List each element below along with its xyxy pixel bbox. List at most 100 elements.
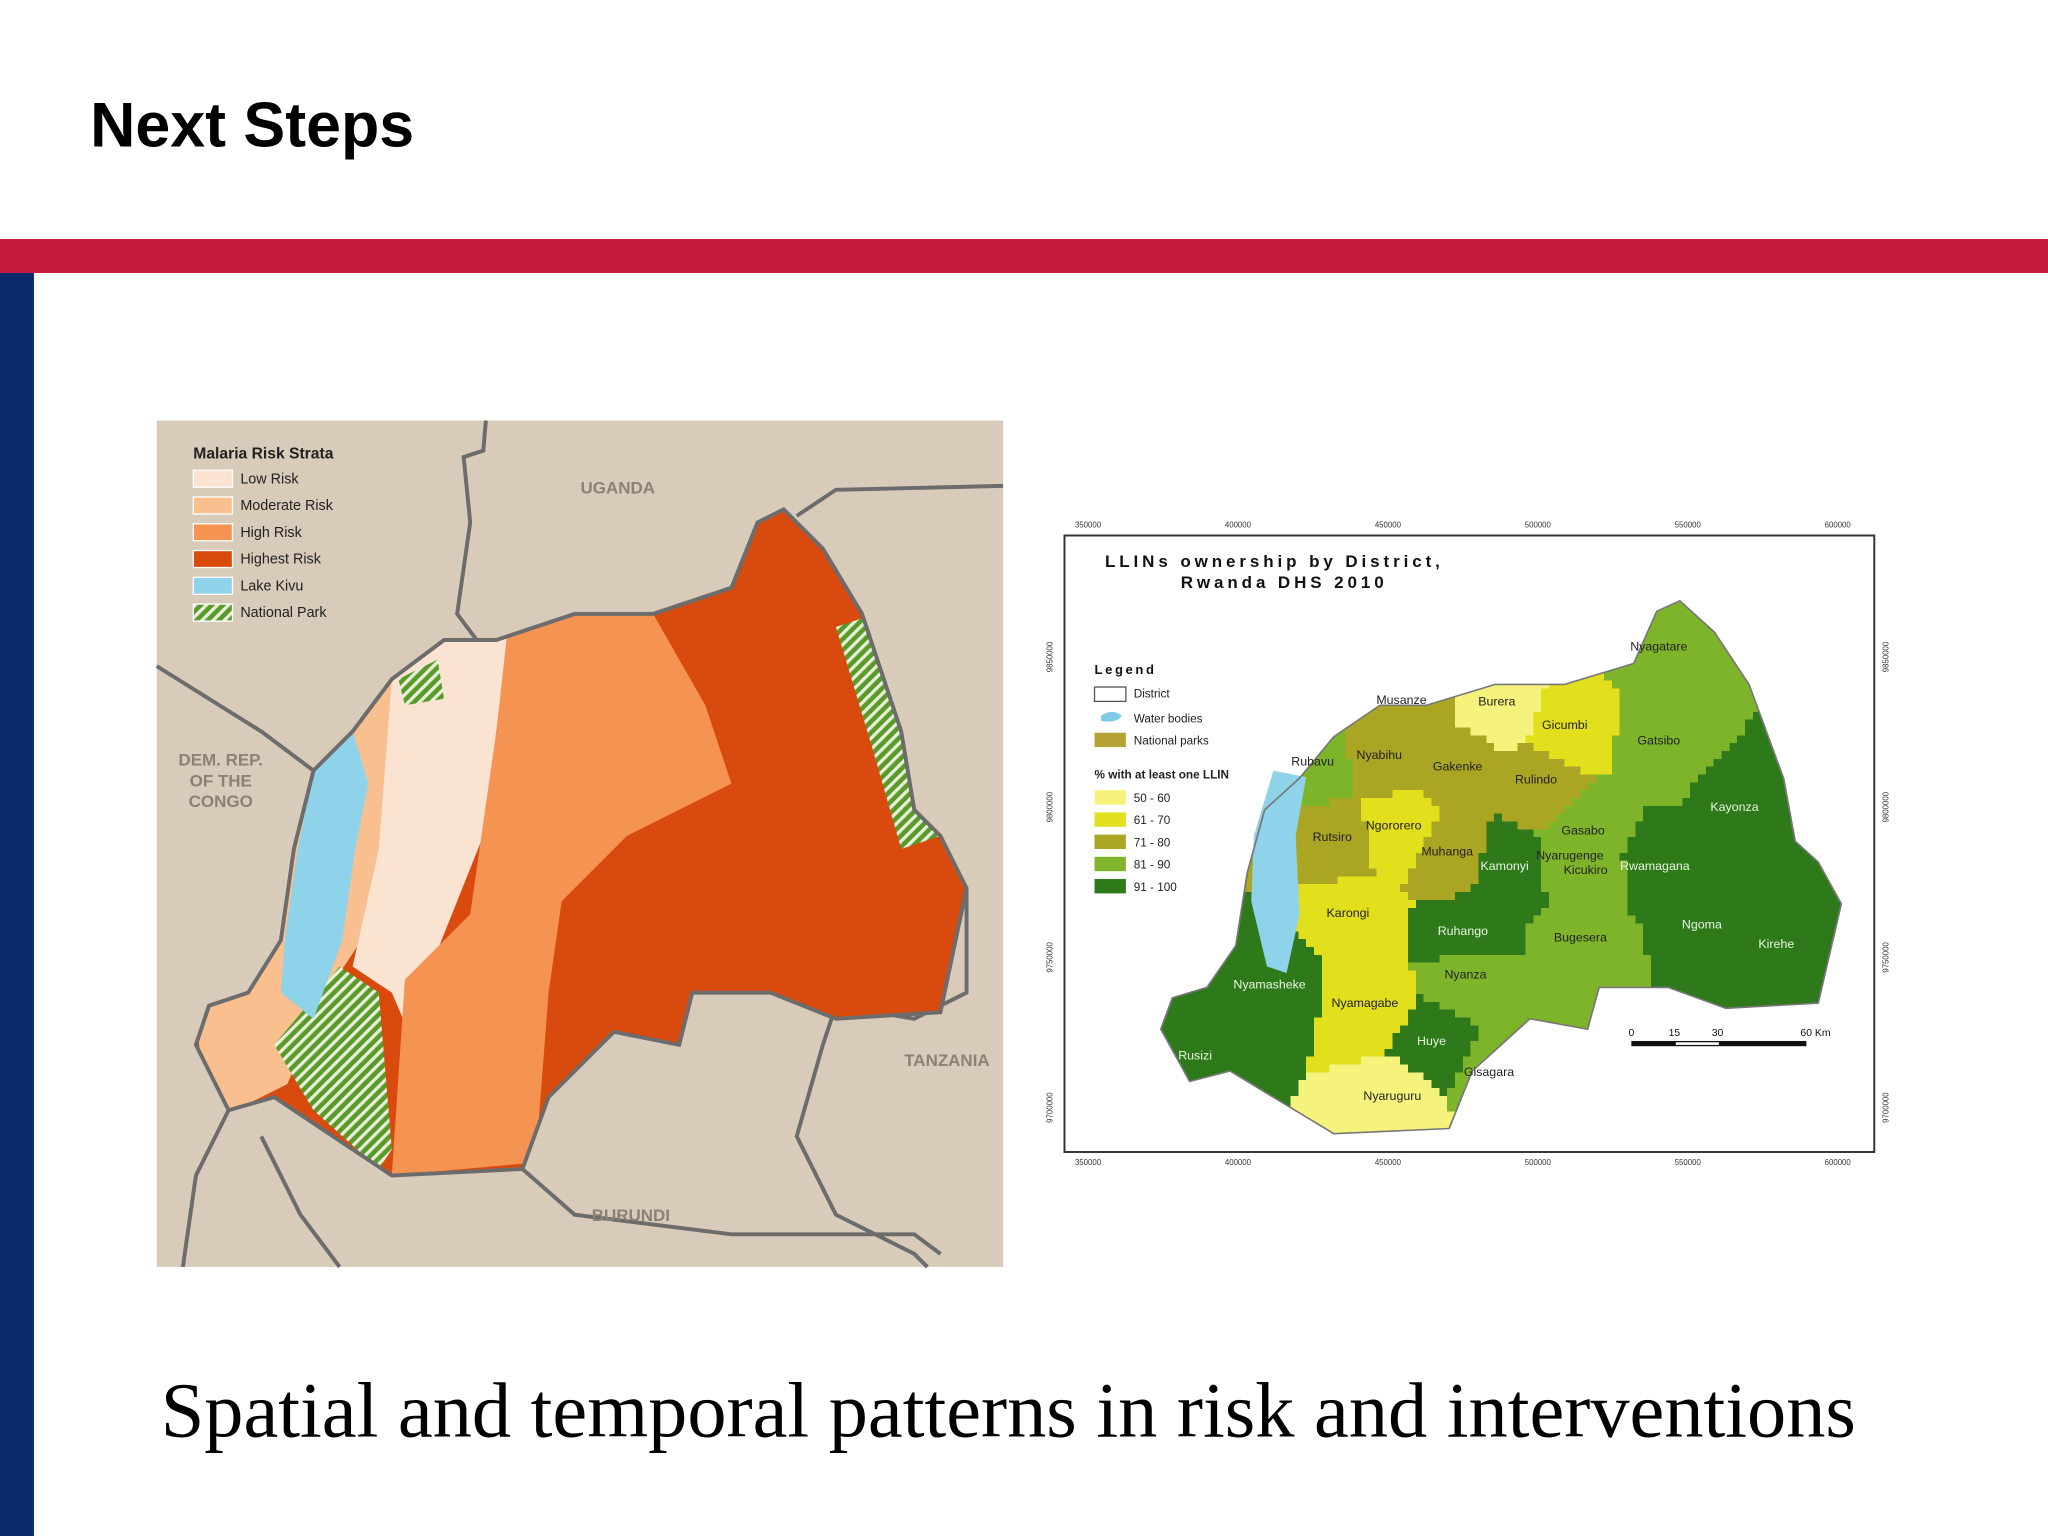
district-cell [1360, 1080, 1370, 1089]
district-cell [1423, 1025, 1433, 1034]
district-cell [1627, 664, 1637, 674]
district-cell [1564, 915, 1574, 925]
district-cell [1376, 735, 1386, 744]
district-cell [1415, 798, 1425, 807]
district-cell [1415, 743, 1425, 752]
district-cell [1666, 837, 1676, 846]
district-cell [1494, 876, 1503, 886]
district-cell [1580, 845, 1590, 854]
district-cell [1423, 1088, 1433, 1097]
district-cell [1603, 915, 1613, 925]
district-cell [1329, 813, 1339, 823]
district-cell [1376, 1088, 1386, 1097]
country-label: UGANDA [581, 479, 655, 498]
district-cell [1509, 1017, 1519, 1027]
district-cell [1345, 758, 1354, 768]
district-cell [1470, 1056, 1480, 1066]
district-cell [1408, 704, 1417, 713]
district-cell [1408, 1072, 1417, 1081]
district-cell [1431, 711, 1441, 721]
district-cell [1658, 923, 1668, 933]
district-cell [1462, 727, 1472, 737]
district-cell [1572, 704, 1582, 713]
district-cell [1517, 774, 1527, 784]
district-cell [1329, 1001, 1339, 1011]
district-cell [1313, 962, 1323, 972]
district-cell [1643, 805, 1652, 815]
district-cell [1219, 986, 1229, 995]
district-cell [1658, 813, 1668, 823]
district-cell [1572, 892, 1582, 901]
country-label: OF THE [190, 771, 252, 790]
district-cell [1447, 1080, 1456, 1089]
district-cell [1423, 1111, 1433, 1121]
district-cell [1658, 915, 1668, 925]
district-cell [1650, 860, 1660, 870]
district-cell [1345, 970, 1354, 980]
district-cell [1556, 946, 1566, 956]
district-cell [1509, 899, 1519, 909]
district-cell [1447, 939, 1456, 948]
district-cell [1666, 680, 1676, 690]
district-cell [1541, 884, 1550, 893]
district-cell [1423, 1040, 1433, 1050]
district-cell [1447, 1001, 1456, 1011]
district-cell [1588, 743, 1597, 752]
district-cell [1564, 852, 1574, 862]
district-cell [1541, 735, 1550, 744]
district-cell [1313, 782, 1323, 791]
district-cell [1525, 876, 1535, 886]
district-cell [1337, 962, 1347, 972]
district-cell [1502, 821, 1511, 831]
district-cell [1603, 868, 1613, 878]
district-cell [1462, 899, 1472, 909]
district-cell [1517, 970, 1527, 980]
district-cell [1470, 986, 1480, 995]
district-cell [1580, 931, 1590, 940]
district-cell [1337, 751, 1347, 760]
district-cell [1611, 774, 1621, 784]
district-cell [1439, 962, 1448, 972]
district-cell [1596, 743, 1605, 752]
district-cell [1235, 1040, 1245, 1050]
district-cell [1235, 1048, 1245, 1058]
district-cell [1188, 993, 1198, 1003]
district-cell [1431, 986, 1441, 995]
district-cell [1204, 1064, 1213, 1074]
district-cell [1431, 1064, 1441, 1074]
district-cell [1502, 962, 1511, 972]
district-cell [1650, 696, 1660, 705]
district-cell [1313, 923, 1323, 933]
district-cell [1635, 923, 1644, 933]
district-cell [1462, 766, 1472, 776]
district-cell [1360, 766, 1370, 776]
district-cell [1266, 1017, 1276, 1027]
district-cell [1541, 892, 1550, 901]
district-cell [1337, 805, 1347, 815]
district-cell [1290, 1033, 1300, 1042]
district-cell [1439, 837, 1448, 846]
district-cell [1564, 829, 1574, 839]
district-cell [1603, 829, 1613, 839]
district-cell [1392, 751, 1401, 760]
district-cell [1337, 1111, 1347, 1121]
district-cell [1478, 798, 1488, 807]
district-cell [1400, 993, 1409, 1003]
district-cell [1219, 1025, 1229, 1034]
district-cell [1439, 751, 1448, 760]
district-cell [1392, 798, 1401, 807]
district-cell [1627, 845, 1637, 854]
district-cell [1541, 837, 1550, 846]
district-cell [1313, 1103, 1323, 1113]
district-cell [1564, 892, 1574, 901]
district-cell [1690, 923, 1699, 933]
district-cell [1682, 774, 1691, 784]
district-cell [1423, 892, 1433, 901]
district-cell [1650, 649, 1660, 658]
district-cell [1431, 829, 1441, 839]
district-cell [1682, 899, 1691, 909]
district-cell [1549, 946, 1558, 956]
district-cell [1650, 915, 1660, 925]
district-cell [1329, 860, 1339, 870]
district-cell [1313, 892, 1323, 901]
